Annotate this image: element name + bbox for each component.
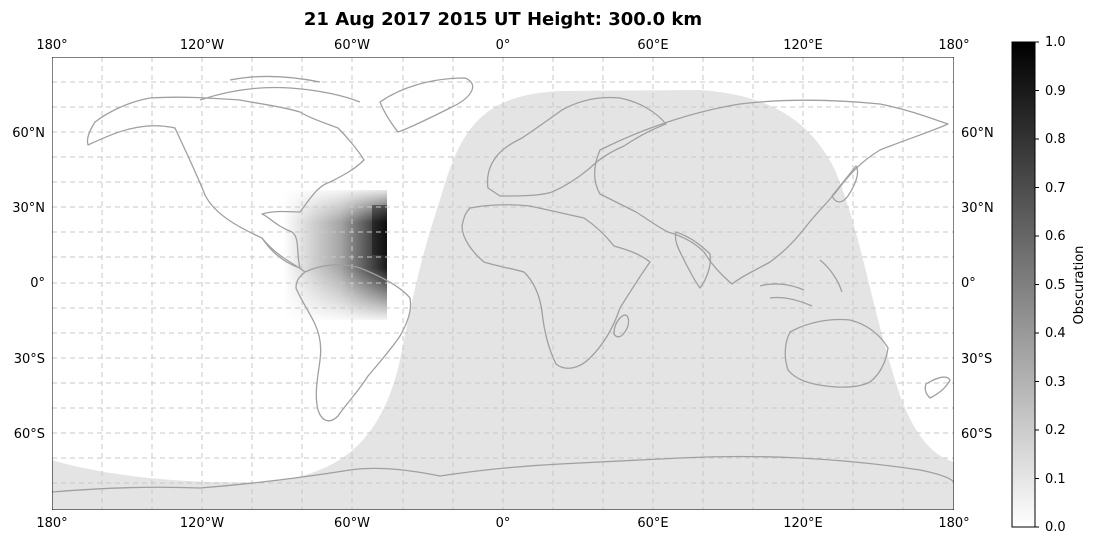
europe-coastline — [486, 96, 667, 197]
lon-label-bottom: 0° — [496, 516, 511, 531]
india-coastline — [674, 231, 712, 289]
africa-coastline — [461, 204, 651, 369]
antarctica-coastline — [52, 455, 954, 493]
lon-label-top: 120°E — [783, 38, 823, 53]
chart-title: 21 Aug 2017 2015 UT Height: 300.0 km — [304, 9, 702, 30]
lon-label-top: 0° — [496, 38, 511, 53]
colorbar-tick-label: 0.1 — [1045, 472, 1066, 487]
lon-label-top: 60°E — [637, 38, 668, 53]
map-area — [52, 57, 954, 510]
canadian-arctic-islands — [199, 75, 361, 103]
central-america-coastline — [261, 237, 306, 273]
colorbar-tick-label: 0.7 — [1045, 181, 1066, 196]
north-america-coastline — [86, 96, 365, 269]
colorbar-tick-label: 0.0 — [1045, 520, 1066, 535]
lon-label-bottom: 60°W — [334, 516, 370, 531]
lon-label-bottom: 120°E — [783, 516, 823, 531]
right-latitude-labels: 60°N 30°N 0° 30°S 60°S — [961, 126, 994, 442]
lon-label-top: 180° — [938, 38, 969, 53]
lat-label-right: 30°N — [961, 201, 994, 216]
lat-label-left: 30°N — [12, 201, 45, 216]
southeast-asia-islands — [759, 259, 843, 307]
south-america-coastline — [295, 264, 412, 422]
lon-label-top: 60°W — [334, 38, 370, 53]
colorbar-ticks — [1035, 41, 1039, 528]
lon-label-bottom: 180° — [938, 516, 969, 531]
colorbar-tick-label: 0.2 — [1045, 423, 1066, 438]
left-latitude-labels: 60°N 30°N 0° 30°S 60°S — [12, 126, 45, 442]
colorbar: 0.0 0.1 0.2 0.3 0.4 0.5 0.6 0.7 0.8 0.9 … — [1011, 35, 1087, 535]
lon-label-bottom: 120°W — [180, 516, 224, 531]
lat-label-right: 30°S — [961, 352, 992, 367]
lat-label-left: 30°S — [14, 352, 45, 367]
colorbar-tick-labels: 0.0 0.1 0.2 0.3 0.4 0.5 0.6 0.7 0.8 0.9 … — [1045, 35, 1066, 535]
madagascar-coastline — [613, 314, 630, 338]
colorbar-tick-label: 0.8 — [1045, 132, 1066, 147]
australia-coastline — [784, 318, 889, 388]
lon-label-bottom: 180° — [36, 516, 67, 531]
colorbar-tick-label: 0.3 — [1045, 375, 1066, 390]
new-zealand-coastline — [924, 376, 951, 399]
japan-coastline — [831, 165, 859, 203]
lat-label-right: 0° — [961, 276, 976, 291]
lat-label-left: 60°N — [12, 126, 45, 141]
lat-label-right: 60°N — [961, 126, 994, 141]
colorbar-tick-label: 0.9 — [1045, 84, 1066, 99]
lon-label-bottom: 60°E — [637, 516, 668, 531]
colorbar-tick-label: 0.5 — [1045, 278, 1066, 293]
lat-label-right: 60°S — [961, 427, 992, 442]
gridlines — [52, 57, 954, 510]
colorbar-tick-label: 0.6 — [1045, 229, 1066, 244]
asia-coastline — [594, 99, 949, 285]
colorbar-label: Obscuration — [1072, 246, 1087, 325]
top-longitude-labels: 180° 120°W 60°W 0° 60°E 120°E 180° — [36, 38, 969, 53]
colorbar-gradient — [1011, 41, 1036, 528]
colorbar-tick-label: 1.0 — [1045, 35, 1066, 50]
lon-label-top: 120°W — [180, 38, 224, 53]
lat-label-left: 60°S — [14, 427, 45, 442]
greenland-coastline — [379, 77, 474, 133]
bottom-longitude-labels: 180° 120°W 60°W 0° 60°E 120°E 180° — [36, 516, 969, 531]
lat-label-left: 0° — [30, 276, 45, 291]
coastlines — [52, 75, 954, 493]
colorbar-tick-label: 0.4 — [1045, 326, 1066, 341]
lon-label-top: 180° — [36, 38, 67, 53]
